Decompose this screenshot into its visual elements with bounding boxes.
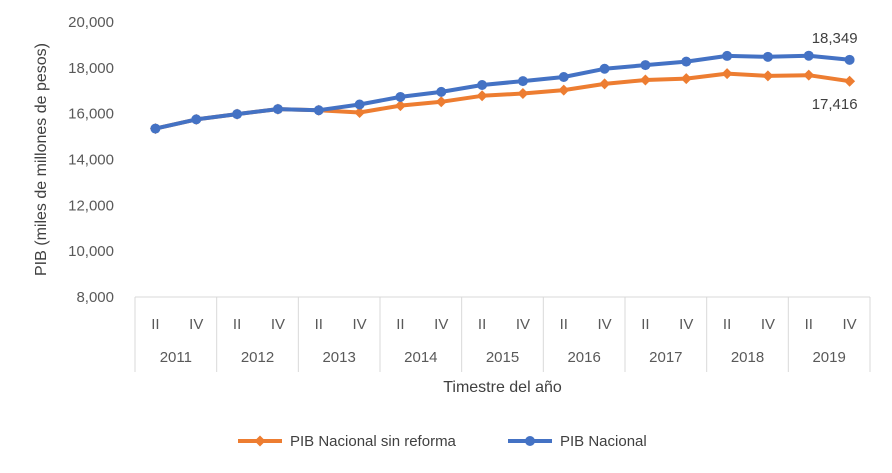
x-tick-quarter: II <box>151 316 159 333</box>
data-point <box>232 109 243 120</box>
data-point <box>558 72 569 82</box>
x-tick-year: 2013 <box>322 349 355 366</box>
data-point <box>721 68 733 80</box>
y-axis-title: PIB (miles de millones de pesos) <box>33 43 50 276</box>
end-data-label: 18,349 <box>812 30 858 47</box>
x-tick-quarter: II <box>233 316 241 333</box>
legend-label: PIB Nacional sin reforma <box>290 433 457 450</box>
data-point <box>639 74 651 86</box>
end-data-label: 17,416 <box>812 96 858 113</box>
legend-marker <box>254 435 266 447</box>
x-tick-year: 2011 <box>160 349 192 366</box>
data-point <box>477 80 488 91</box>
data-point <box>394 100 406 112</box>
data-point <box>680 73 692 85</box>
y-tick-label: 16,000 <box>68 106 114 123</box>
x-tick-quarter: II <box>641 316 649 333</box>
legend: PIB Nacional sin reforma PIB Nacional <box>238 433 647 450</box>
y-tick-label: 10,000 <box>68 243 114 260</box>
x-tick-quarter: IV <box>597 316 611 333</box>
y-tick-label: 12,000 <box>68 197 114 214</box>
x-tick-quarter: II <box>396 316 404 333</box>
legend-marker <box>525 436 535 446</box>
series-line <box>153 53 852 131</box>
data-point <box>150 123 161 134</box>
y-tick-label: 8,000 <box>76 289 114 306</box>
series-layer <box>149 50 856 135</box>
x-tick-quarter: IV <box>761 316 775 333</box>
legend-entry: PIB Nacional <box>508 433 647 450</box>
x-tick-year: 2015 <box>486 349 519 366</box>
data-point <box>517 88 529 99</box>
data-point <box>558 84 570 96</box>
x-tick-year: 2012 <box>241 349 274 366</box>
data-point <box>803 69 815 81</box>
x-tick-quarter: II <box>723 316 731 333</box>
y-tick-label: 20,000 <box>68 14 114 31</box>
x-axis-title: Timestre del año <box>443 379 562 396</box>
x-tick-quarter: IV <box>434 316 448 333</box>
data-point <box>354 107 366 119</box>
data-point <box>354 99 365 110</box>
data-point <box>313 105 324 116</box>
x-axis: II IV II IV II IV II IV II IV II IV II IV II IV II IV 2011… <box>134 296 871 372</box>
data-point <box>762 70 774 82</box>
data-point <box>640 60 651 71</box>
x-tick-quarter: II <box>478 316 486 333</box>
data-point <box>517 76 528 87</box>
data-point <box>722 50 733 61</box>
x-tick-quarter: IV <box>679 316 693 333</box>
data-point <box>476 90 488 102</box>
data-point <box>599 78 611 90</box>
data-point <box>272 104 283 115</box>
x-tick-year: 2019 <box>812 349 845 366</box>
data-point <box>435 96 447 108</box>
x-tick-year: 2014 <box>404 349 437 366</box>
x-tick-quarter: IV <box>516 316 530 333</box>
legend-entry: PIB Nacional sin reforma <box>238 433 457 450</box>
x-tick-quarter: IV <box>189 316 203 333</box>
series-nacional <box>150 50 855 134</box>
y-tick-label: 14,000 <box>68 152 114 169</box>
x-tick-quarter: IV <box>842 316 856 333</box>
x-tick-year: 2018 <box>731 349 764 366</box>
data-labels: 17,416 18,349 <box>812 30 858 113</box>
x-tick-year: 2016 <box>567 349 600 366</box>
data-point <box>844 54 855 65</box>
data-point <box>844 75 856 87</box>
x-tick-quarter: IV <box>352 316 366 333</box>
data-point <box>191 114 202 125</box>
x-tick-quarter: IV <box>271 316 285 333</box>
data-point <box>803 50 814 61</box>
data-point <box>395 91 406 102</box>
x-tick-quarter: II <box>315 316 323 333</box>
data-point <box>436 86 447 97</box>
x-tick-year: 2017 <box>649 349 682 366</box>
y-axis: 8,000 10,000 12,000 14,000 16,000 18,000 20,00… <box>68 14 114 306</box>
legend-label: PIB Nacional <box>560 433 647 450</box>
series-sin-reforma <box>149 68 856 135</box>
y-tick-label: 18,000 <box>68 60 114 77</box>
x-tick-quarter: II <box>560 316 568 333</box>
data-point <box>599 63 610 74</box>
data-point <box>681 56 692 67</box>
x-tick-quarter: II <box>805 316 813 333</box>
data-point <box>762 51 773 62</box>
